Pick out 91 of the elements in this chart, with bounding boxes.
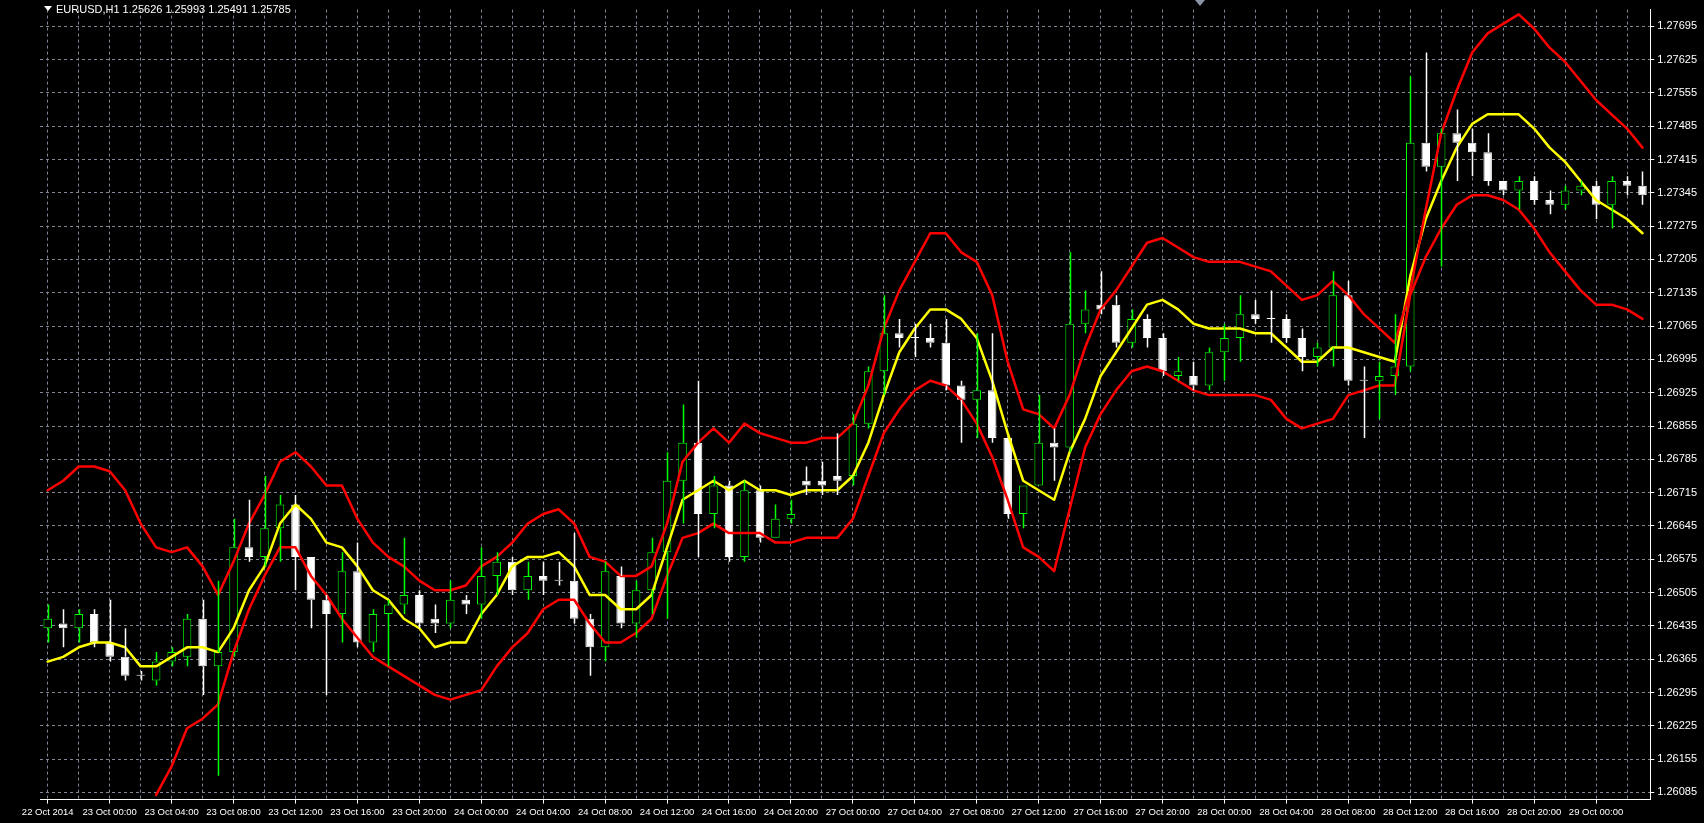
y-tick-label: 1.27415 (1657, 152, 1697, 165)
candlestick (1344, 280, 1353, 387)
x-tick-label: 28 Oct 12:00 (1383, 805, 1438, 817)
candlestick (1189, 361, 1198, 392)
y-tick-label: 1.27695 (1657, 19, 1697, 32)
x-tick-label: 28 Oct 00:00 (1197, 805, 1252, 817)
x-tick-label: 23 Oct 04:00 (144, 805, 199, 817)
candlestick (1375, 361, 1384, 420)
x-tick-label: 27 Oct 00:00 (825, 805, 881, 817)
candlestick (1328, 270, 1338, 368)
y-tick-label: 1.26925 (1657, 385, 1697, 398)
candlestick (1545, 189, 1554, 215)
candlestick (120, 627, 130, 682)
candlestick (709, 475, 718, 530)
y-tick-label: 1.27345 (1657, 185, 1697, 198)
candlestick (1483, 132, 1492, 187)
candlestick (198, 598, 207, 696)
x-tick-label: 23 Oct 00:00 (82, 805, 137, 817)
candlestick (1173, 356, 1183, 382)
y-tick-label: 1.27625 (1657, 52, 1697, 65)
y-tick-label: 1.26855 (1657, 419, 1697, 432)
x-tick-label: 27 Oct 12:00 (1011, 805, 1066, 817)
y-tick-label: 1.26575 (1657, 552, 1697, 565)
x-tick-label: 28 Oct 08:00 (1321, 805, 1376, 817)
candlestick (492, 551, 502, 596)
candlestick (1421, 51, 1430, 173)
x-tick-label: 27 Oct 20:00 (1135, 805, 1190, 817)
x-tick-label: 29 Oct 00:00 (1568, 805, 1624, 817)
candlestick (105, 598, 114, 663)
y-tick-label: 1.26365 (1657, 652, 1697, 665)
x-tick-label: 24 Oct 16:00 (701, 805, 757, 817)
x-tick-label: 28 Oct 20:00 (1506, 805, 1562, 817)
candlestick (213, 579, 223, 777)
candlestick (523, 560, 532, 601)
candlestick (802, 465, 811, 496)
y-tick-label: 1.26155 (1657, 752, 1697, 765)
candlestick (926, 322, 935, 349)
candlestick (477, 546, 486, 620)
y-tick-label: 1.26085 (1657, 785, 1697, 798)
x-tick-label: 23 Oct 16:00 (330, 805, 385, 817)
x-tick-label: 24 Oct 04:00 (516, 805, 571, 817)
candlestick (895, 318, 904, 349)
candlestick (987, 332, 997, 444)
y-tick-label: 1.26645 (1657, 518, 1697, 531)
candlestick (1297, 327, 1307, 373)
candlestick (74, 608, 83, 644)
candlestick (353, 541, 362, 649)
candlestick (1080, 289, 1090, 334)
candlestick (337, 551, 347, 644)
candlestick (538, 560, 548, 596)
y-tick-label: 1.26505 (1657, 585, 1697, 598)
candlestick (430, 603, 440, 634)
y-tick-label: 1.27555 (1657, 85, 1697, 98)
x-tick-label: 22 Oct 2014 (21, 805, 74, 817)
candlestick (817, 460, 827, 496)
x-tick-label: 28 Oct 04:00 (1259, 805, 1314, 817)
candlestick (244, 499, 254, 563)
candlestick (260, 475, 269, 568)
y-tick-label: 1.27485 (1657, 119, 1697, 132)
candlestick (941, 318, 951, 392)
candlestick (833, 432, 842, 496)
y-tick-label: 1.27275 (1657, 219, 1697, 232)
x-tick-label: 27 Oct 04:00 (887, 805, 942, 817)
x-tick-label: 23 Oct 12:00 (268, 805, 323, 817)
candlestick (1251, 299, 1260, 325)
candlestick (1638, 170, 1647, 206)
x-tick-label: 23 Oct 08:00 (206, 805, 261, 817)
x-tick-label: 27 Oct 08:00 (949, 805, 1004, 817)
x-tick-label: 27 Oct 16:00 (1073, 805, 1128, 817)
chart-title: EURUSD,H1 1.25626 1.25993 1.25491 1.25785 (56, 3, 291, 15)
y-tick-label: 1.26785 (1657, 452, 1697, 465)
x-tick-label: 28 Oct 16:00 (1444, 805, 1500, 817)
x-tick-label: 24 Oct 12:00 (639, 805, 695, 817)
y-tick-label: 1.26225 (1657, 718, 1697, 731)
y-tick-label: 1.26995 (1657, 352, 1697, 365)
x-tick-label: 24 Oct 08:00 (577, 805, 633, 817)
y-tick-label: 1.27205 (1657, 252, 1697, 265)
candlestick (1607, 175, 1616, 230)
y-tick-label: 1.27065 (1657, 319, 1697, 332)
x-tick-label: 24 Oct 00:00 (454, 805, 509, 817)
y-tick-label: 1.27135 (1657, 285, 1697, 298)
candlestick (1220, 322, 1229, 382)
y-tick-label: 1.26435 (1657, 618, 1697, 631)
candlestick (956, 380, 966, 444)
candlestick (322, 594, 331, 696)
x-tick-label: 24 Oct 20:00 (763, 805, 819, 817)
y-tick-label: 1.26715 (1657, 485, 1697, 498)
y-tick-label: 1.26295 (1657, 685, 1697, 698)
candlestick (786, 499, 796, 525)
x-tick-label: 23 Oct 20:00 (392, 805, 447, 817)
candlestick (446, 579, 455, 630)
